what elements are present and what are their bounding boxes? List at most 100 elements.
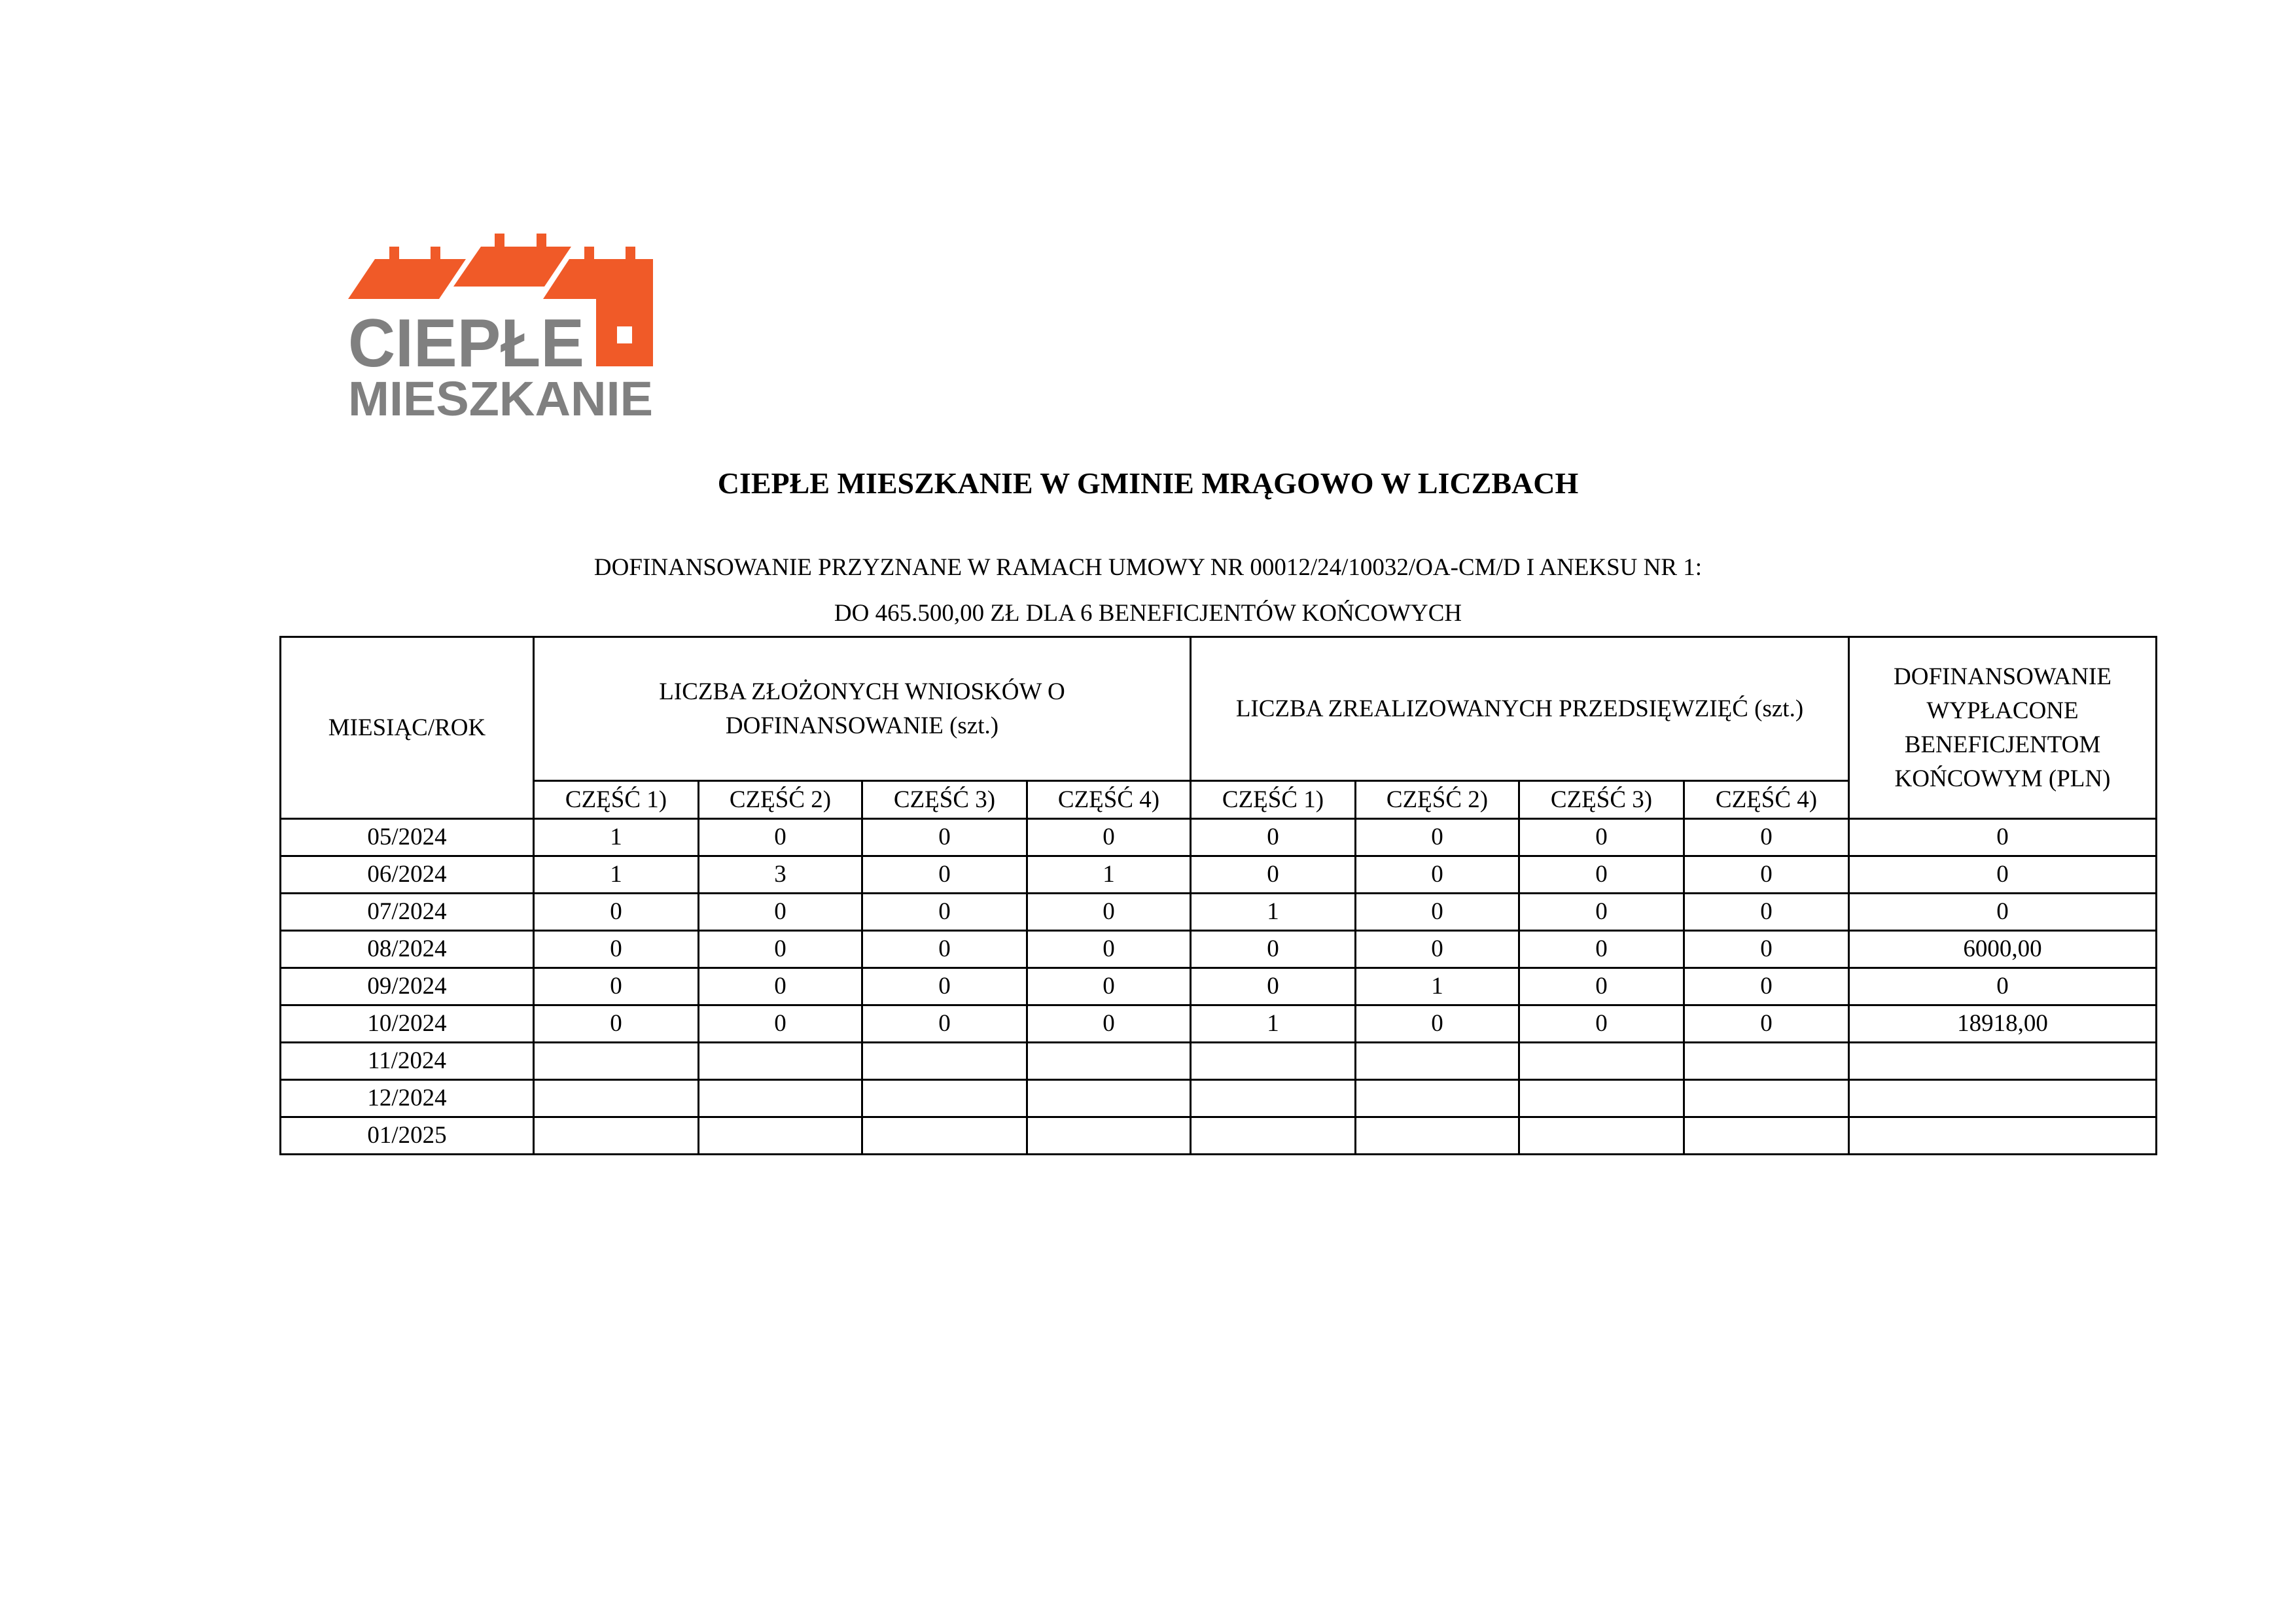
table-row: 05/2024 1 0 0 0 0 0 0 0 0 — [279, 818, 2157, 857]
subtitle-line1: DOFINANSOWANIE PRZYZNANE W RAMACH UMOWY … — [593, 554, 1703, 581]
value-cell — [1190, 1079, 1356, 1118]
value-cell: 0 — [861, 892, 1028, 932]
value-cell — [861, 1079, 1028, 1118]
value-cell: 0 — [533, 1004, 699, 1043]
value-cell — [1026, 1116, 1192, 1155]
value-cell — [1026, 1041, 1192, 1081]
value-cell: 0 — [1190, 967, 1356, 1006]
header-paid: DOFINANSOWANIE WYPŁACONE BENEFICJENTOM K… — [1848, 636, 2157, 820]
header-month: MIESIĄC/ROK — [279, 636, 535, 820]
value-cell: 6000,00 — [1848, 930, 2157, 969]
header-part: CZĘŚĆ 4) — [1683, 780, 1850, 820]
value-cell: 1 — [533, 818, 699, 857]
value-cell: 0 — [1354, 892, 1520, 932]
value-cell: 0 — [1848, 967, 2157, 1006]
month-cell: 06/2024 — [279, 855, 535, 894]
value-cell: 1 — [1190, 1004, 1356, 1043]
value-cell: 0 — [861, 967, 1028, 1006]
value-cell: 0 — [1518, 818, 1685, 857]
month-cell: 12/2024 — [279, 1079, 535, 1118]
value-cell: 1 — [533, 855, 699, 894]
value-cell — [533, 1116, 699, 1155]
value-cell: 0 — [1190, 818, 1356, 857]
ciepte-mieszkanie-logo: CIEPŁE MIESZKANIE — [348, 234, 653, 426]
header-part: CZĘŚĆ 1) — [533, 780, 699, 820]
value-cell — [861, 1041, 1028, 1081]
month-cell: 07/2024 — [279, 892, 535, 932]
value-cell: 0 — [1026, 892, 1192, 932]
logo-line2: MIESZKANIE — [348, 372, 653, 426]
table-row: 12/2024 — [279, 1079, 2157, 1118]
month-cell: 10/2024 — [279, 1004, 535, 1043]
value-cell: 0 — [533, 930, 699, 969]
table-row: 06/2024 1 3 0 1 0 0 0 0 0 — [279, 855, 2157, 894]
table-row: 10/2024 0 0 0 0 1 0 0 0 18918,00 — [279, 1004, 2157, 1043]
value-cell: 0 — [698, 818, 863, 857]
value-cell: 0 — [1848, 855, 2157, 894]
header-part: CZĘŚĆ 2) — [1354, 780, 1520, 820]
month-cell: 11/2024 — [279, 1041, 535, 1081]
value-cell: 0 — [698, 892, 863, 932]
value-cell: 0 — [1518, 892, 1685, 932]
value-cell — [533, 1041, 699, 1081]
value-cell: 0 — [1354, 930, 1520, 969]
value-cell — [1354, 1116, 1520, 1155]
roofs-icon — [348, 234, 653, 366]
value-cell: 0 — [1026, 818, 1192, 857]
value-cell: 0 — [861, 818, 1028, 857]
value-cell — [698, 1116, 863, 1155]
value-cell — [698, 1041, 863, 1081]
month-cell: 09/2024 — [279, 967, 535, 1006]
table-row: 07/2024 0 0 0 0 1 0 0 0 0 — [279, 892, 2157, 932]
value-cell — [533, 1079, 699, 1118]
page-title: CIEPŁE MIESZKANIE W GMINIE MRĄGOWO W LIC… — [717, 466, 1579, 500]
header-part: CZĘŚĆ 3) — [861, 780, 1028, 820]
table-row: 11/2024 — [279, 1041, 2157, 1081]
value-cell: 0 — [1518, 967, 1685, 1006]
value-cell: 0 — [1518, 855, 1685, 894]
value-cell: 0 — [698, 967, 863, 1006]
statistics-table: MIESIĄC/ROK LICZBA ZŁOŻONYCH WNIOSKÓW O … — [279, 636, 2157, 1155]
header-projects: LICZBA ZREALIZOWANYCH PRZEDSIĘWZIĘĆ (szt… — [1190, 636, 1850, 782]
value-cell — [1683, 1079, 1850, 1118]
value-cell: 0 — [1683, 855, 1850, 894]
value-cell: 3 — [698, 855, 863, 894]
value-cell — [1683, 1116, 1850, 1155]
value-cell — [1683, 1041, 1850, 1081]
value-cell: 0 — [533, 967, 699, 1006]
value-cell: 0 — [861, 855, 1028, 894]
value-cell: 0 — [1683, 892, 1850, 932]
subtitle-line2: DO 465.500,00 ZŁ DLA 6 BENEFICJENTÓW KOŃ… — [834, 600, 1462, 627]
value-cell: 0 — [1848, 892, 2157, 932]
value-cell: 0 — [1026, 967, 1192, 1006]
value-cell: 0 — [1354, 855, 1520, 894]
value-cell — [1518, 1079, 1685, 1118]
value-cell — [1848, 1079, 2157, 1118]
value-cell: 0 — [698, 930, 863, 969]
value-cell: 0 — [1683, 930, 1850, 969]
value-cell: 0 — [1190, 930, 1356, 969]
value-cell: 1 — [1026, 855, 1192, 894]
month-cell: 08/2024 — [279, 930, 535, 969]
value-cell: 0 — [1683, 1004, 1850, 1043]
header-part: CZĘŚĆ 3) — [1518, 780, 1685, 820]
value-cell — [1518, 1041, 1685, 1081]
value-cell — [1026, 1079, 1192, 1118]
value-cell: 0 — [1518, 1004, 1685, 1043]
value-cell — [1354, 1041, 1520, 1081]
value-cell: 0 — [1354, 818, 1520, 857]
value-cell: 0 — [533, 892, 699, 932]
subtitle: DOFINANSOWANIE PRZYZNANE W RAMACH UMOWY … — [0, 545, 2296, 637]
header-part: CZĘŚĆ 2) — [698, 780, 863, 820]
value-cell: 0 — [1354, 1004, 1520, 1043]
header-part: CZĘŚĆ 1) — [1190, 780, 1356, 820]
value-cell: 0 — [1026, 930, 1192, 969]
month-cell: 05/2024 — [279, 818, 535, 857]
logo-line1: CIEPŁE — [348, 305, 584, 381]
value-cell: 1 — [1354, 967, 1520, 1006]
value-cell — [1848, 1041, 2157, 1081]
value-cell: 0 — [861, 1004, 1028, 1043]
header-applications: LICZBA ZŁOŻONYCH WNIOSKÓW O DOFINANSOWAN… — [533, 636, 1192, 782]
value-cell: 0 — [1026, 1004, 1192, 1043]
value-cell — [1354, 1079, 1520, 1118]
